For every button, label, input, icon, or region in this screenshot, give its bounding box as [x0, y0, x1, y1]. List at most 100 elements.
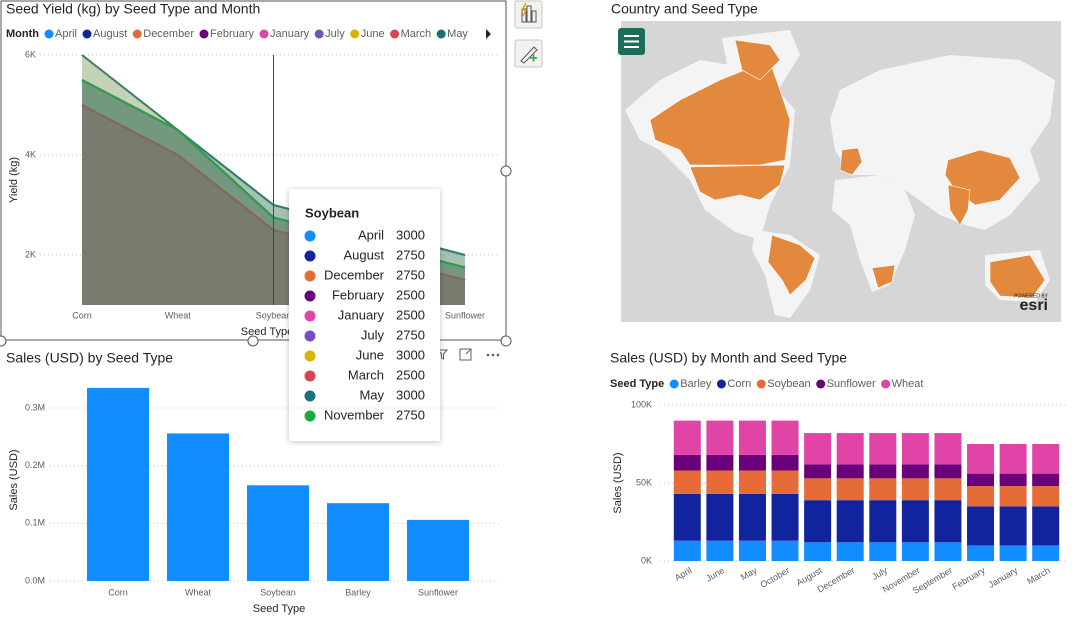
bar-segment[interactable]	[738, 470, 766, 494]
tooltip-value: 2500	[396, 367, 425, 382]
bar-segment[interactable]	[706, 454, 734, 471]
bar-segment[interactable]	[999, 506, 1027, 546]
bar-segment[interactable]	[1032, 444, 1060, 474]
bar-segment[interactable]	[999, 473, 1027, 487]
bar-segment[interactable]	[771, 420, 799, 455]
x-tick-label: June	[704, 565, 726, 583]
bar-segment[interactable]	[999, 545, 1027, 561]
bar-segment[interactable]	[869, 478, 897, 501]
y-axis-title: Yield (kg)	[8, 157, 20, 203]
visual-pane-button[interactable]	[514, 0, 543, 29]
legend-marker	[436, 29, 446, 39]
bar-segment[interactable]	[901, 542, 929, 561]
bar-segment[interactable]	[901, 478, 929, 501]
tooltip-value: 3000	[396, 227, 425, 242]
bar-segment[interactable]	[901, 500, 929, 543]
x-tick-label: Wheat	[165, 310, 192, 320]
legend-marker	[716, 379, 726, 389]
bar-segment[interactable]	[934, 500, 962, 543]
visual-header-icons[interactable]	[436, 348, 472, 361]
bar-segment[interactable]	[836, 542, 864, 561]
x-axis-title: Seed Type	[241, 326, 293, 338]
bar-segment[interactable]	[738, 493, 766, 541]
bar-segment[interactable]	[934, 433, 962, 465]
bar-segment[interactable]	[934, 542, 962, 561]
bar-segment[interactable]	[673, 454, 701, 471]
legend-marker	[669, 379, 679, 389]
bar-segment[interactable]	[999, 444, 1027, 474]
bar-segment[interactable]	[999, 486, 1027, 507]
bar-segment[interactable]	[836, 464, 864, 479]
x-tick-label: Barley	[345, 587, 371, 597]
tooltip-name: June	[356, 347, 384, 362]
bar-segment[interactable]	[967, 444, 995, 474]
bar-segment[interactable]	[869, 433, 897, 465]
bar-segment[interactable]	[967, 545, 995, 561]
bar-segment[interactable]	[804, 500, 832, 543]
bar-segment[interactable]	[804, 478, 832, 501]
bar-segment[interactable]	[706, 540, 734, 561]
x-tick-label: October	[759, 565, 792, 590]
bar-segment[interactable]	[804, 433, 832, 465]
bar[interactable]	[247, 485, 309, 581]
bar-segment[interactable]	[967, 473, 995, 487]
map-title: Country and Seed Type	[611, 1, 758, 17]
bar-segment[interactable]	[771, 454, 799, 471]
legend-next[interactable]	[486, 29, 491, 39]
tooltip-name: March	[348, 367, 384, 382]
bar-segment[interactable]	[934, 478, 962, 501]
bar-segment[interactable]	[869, 464, 897, 479]
bar-segment[interactable]	[673, 493, 701, 541]
bar-segment[interactable]	[836, 478, 864, 501]
bar-segment[interactable]	[1032, 545, 1060, 561]
bar-segment[interactable]	[869, 500, 897, 543]
bar-segment[interactable]	[738, 454, 766, 471]
tooltip-marker	[304, 350, 316, 362]
bar-segment[interactable]	[673, 470, 701, 494]
y-tick-label: 4K	[25, 149, 36, 159]
bar[interactable]	[407, 519, 469, 581]
bar-segment[interactable]	[673, 420, 701, 455]
bar-segment[interactable]	[771, 493, 799, 541]
bar[interactable]	[327, 503, 389, 581]
y-tick-label: 2K	[25, 249, 36, 259]
x-tick-label: March	[1025, 565, 1052, 586]
x-tick-label: Corn	[108, 587, 128, 597]
bar-segment[interactable]	[836, 433, 864, 465]
bar-segment[interactable]	[1032, 473, 1060, 487]
bar-segment[interactable]	[771, 540, 799, 561]
y-tick-label: 0.3M	[25, 402, 45, 412]
bar-segment[interactable]	[738, 540, 766, 561]
x-tick-label: December	[815, 565, 856, 594]
tooltip-value: 2500	[396, 287, 425, 302]
bar-segment[interactable]	[901, 433, 929, 465]
format-pane-button[interactable]	[514, 39, 543, 68]
bar-segment[interactable]	[804, 464, 832, 479]
chart-title: Sales (USD) by Seed Type	[6, 350, 173, 366]
bar-segment[interactable]	[901, 464, 929, 479]
bar[interactable]	[87, 387, 149, 581]
map-attribution: POWERED BY	[1014, 293, 1049, 299]
more-options[interactable]	[486, 353, 500, 357]
map[interactable]: POWERED BY esri	[621, 21, 1061, 322]
map-menu-button[interactable]	[618, 28, 645, 55]
tooltip-marker	[304, 270, 316, 282]
bar-segment[interactable]	[804, 542, 832, 561]
legend-label: March	[401, 28, 432, 40]
bar-segment[interactable]	[738, 420, 766, 455]
bar-segment[interactable]	[706, 420, 734, 455]
bar-segment[interactable]	[706, 493, 734, 541]
y-tick-label: 100K	[631, 399, 652, 409]
bar-segment[interactable]	[706, 470, 734, 494]
bar-segment[interactable]	[771, 470, 799, 494]
bar-segment[interactable]	[869, 542, 897, 561]
bar-segment[interactable]	[967, 486, 995, 507]
bar-segment[interactable]	[836, 500, 864, 543]
bar[interactable]	[167, 433, 229, 581]
bar-segment[interactable]	[967, 506, 995, 546]
tooltip-marker	[304, 410, 316, 422]
bar-segment[interactable]	[934, 464, 962, 479]
bar-segment[interactable]	[1032, 506, 1060, 546]
bar-segment[interactable]	[673, 540, 701, 561]
bar-segment[interactable]	[1032, 486, 1060, 507]
